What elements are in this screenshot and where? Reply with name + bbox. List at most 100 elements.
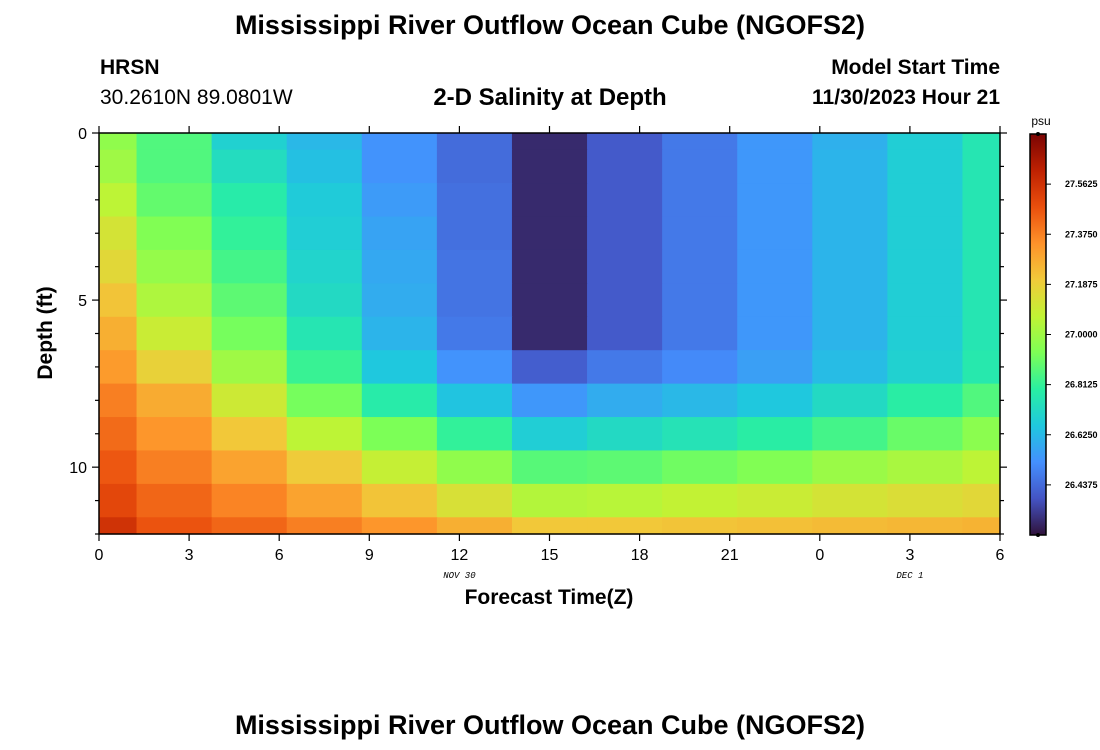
heatmap-cell (962, 216, 1001, 251)
heatmap-cell (286, 249, 363, 284)
heatmap-cell (812, 517, 888, 535)
heatmap-cell (99, 517, 138, 535)
x-tick-label: 18 (631, 547, 649, 564)
heatmap-cell (361, 450, 438, 485)
heatmap-cell (211, 149, 288, 184)
heatmap-cell (361, 283, 438, 318)
heatmap-cell (99, 417, 138, 452)
x-axis-label: Forecast Time(Z) (465, 586, 634, 609)
heatmap-cell (962, 183, 1001, 218)
heatmap-cell (587, 450, 663, 485)
heatmap-cell (587, 133, 663, 151)
heatmap-cell (99, 350, 138, 385)
y-tick-label: 5 (78, 293, 87, 310)
heatmap-cell (286, 149, 363, 184)
heatmap-cell (211, 350, 288, 385)
model-start-label: Model Start Time (831, 56, 1000, 79)
heatmap-cell (737, 249, 813, 284)
heatmap-cell (136, 183, 213, 218)
heatmap-cell (662, 417, 738, 452)
heatmap-cell (361, 316, 438, 351)
heatmap-cell (511, 417, 588, 452)
heatmap-cell (662, 149, 738, 184)
heatmap-cells (99, 133, 1001, 535)
heatmap-cell (962, 249, 1001, 284)
heatmap-cell (511, 283, 588, 318)
heatmap-cell (286, 417, 363, 452)
x-tick-label: 0 (815, 547, 824, 564)
heatmap-cell (737, 133, 813, 151)
heatmap-cell (511, 249, 588, 284)
heatmap-cell (436, 216, 513, 251)
colorbar-unit: psu (1031, 114, 1050, 128)
heatmap-cell (662, 133, 738, 151)
heatmap-cell (887, 249, 964, 284)
x-tick-label: 3 (185, 547, 194, 564)
heatmap-cell (136, 133, 213, 151)
heatmap-cell (587, 417, 663, 452)
heatmap-cell (962, 383, 1001, 418)
heatmap-cell (887, 517, 964, 535)
heatmap-cell (436, 383, 513, 418)
heatmap-cell (286, 450, 363, 485)
axes: 0 3 6 9 12 15 18 21 0 3 6 NOV 30 DEC 1 0 5 10 (69, 126, 1007, 581)
heatmap-cell (737, 183, 813, 218)
heatmap-cell (662, 450, 738, 485)
heatmap-cell (812, 383, 888, 418)
heatmap-cell (587, 316, 663, 351)
heatmap-cell (136, 417, 213, 452)
heatmap-cell (812, 183, 888, 218)
heatmap-cell (136, 350, 213, 385)
heatmap-cell (887, 483, 964, 518)
heatmap-cell (887, 417, 964, 452)
heatmap-cell (361, 249, 438, 284)
heatmap-cell (737, 450, 813, 485)
heatmap-cell (662, 283, 738, 318)
heatmap-cell (99, 216, 138, 251)
heatmap-cell (211, 283, 288, 318)
heatmap-cell (99, 149, 138, 184)
y-tick-label: 0 (78, 126, 87, 143)
heatmap-cell (962, 149, 1001, 184)
heatmap-cell (211, 216, 288, 251)
heatmap-cell (286, 350, 363, 385)
heatmap-cell (962, 517, 1001, 535)
heatmap-cell (286, 483, 363, 518)
heatmap-cell (511, 216, 588, 251)
heatmap-cell (962, 417, 1001, 452)
heatmap-cell (286, 183, 363, 218)
heatmap-cell (436, 316, 513, 351)
heatmap-cell (587, 350, 663, 385)
heatmap-cell (511, 483, 588, 518)
heatmap-cell (662, 483, 738, 518)
heatmap-cell (812, 316, 888, 351)
heatmap-cell (662, 316, 738, 351)
heatmap-cell (211, 316, 288, 351)
heatmap-cell (511, 450, 588, 485)
heatmap-cell (361, 483, 438, 518)
heatmap-cell (587, 283, 663, 318)
date-label: NOV 30 (443, 571, 476, 581)
y-tick-label: 10 (69, 460, 87, 477)
heatmap-cell (812, 350, 888, 385)
colorbar-gradient (1029, 133, 1047, 536)
heatmap-cell (662, 183, 738, 218)
heatmap-cell (737, 517, 813, 535)
heatmap-cell (511, 316, 588, 351)
x-tick-label: 9 (365, 547, 374, 564)
main-title: Mississippi River Outflow Ocean Cube (NG… (234, 10, 866, 40)
heatmap-cell (99, 316, 138, 351)
heatmap-cell (361, 383, 438, 418)
colorbar-tick-label: 26.4375 (1065, 480, 1098, 490)
y-axis-label: Depth (ft) (34, 286, 57, 379)
heatmap-cell (662, 216, 738, 251)
x-tick-label: 21 (721, 547, 739, 564)
heatmap-cell (812, 483, 888, 518)
heatmap-cell (737, 149, 813, 184)
model-start-value: 11/30/2023 Hour 21 (812, 86, 1000, 109)
heatmap-cell (587, 216, 663, 251)
heatmap-cell (211, 483, 288, 518)
date-label: DEC 1 (896, 571, 923, 581)
heatmap-cell (136, 216, 213, 251)
heatmap-cell (99, 383, 138, 418)
